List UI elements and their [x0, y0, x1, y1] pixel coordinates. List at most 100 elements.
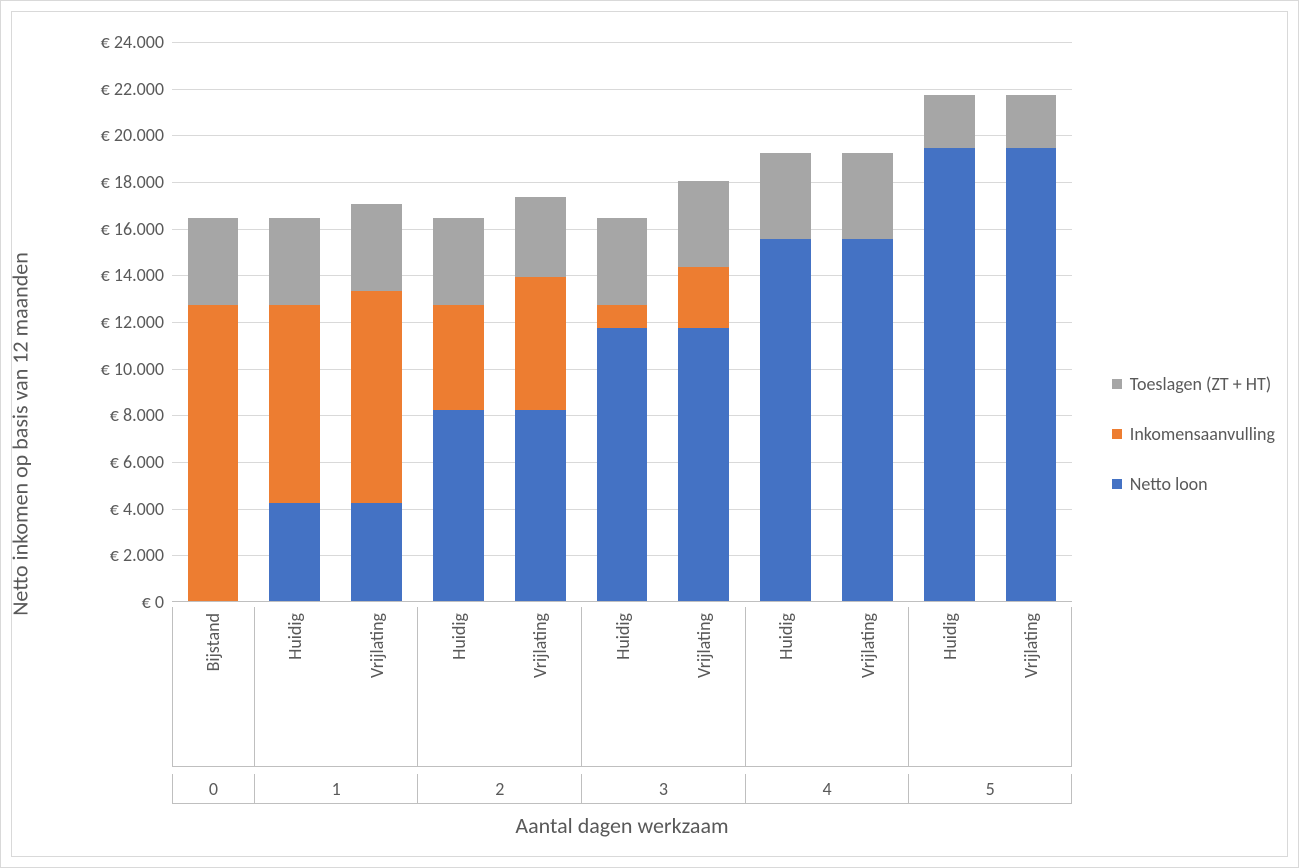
x-sub-label: Huidig: [448, 613, 470, 660]
y-tick-label: € 16.000: [101, 218, 164, 240]
bar-segment-netto_loon: [1006, 148, 1057, 601]
bar-segment-netto_loon: [842, 239, 893, 601]
x-sub-label: Huidig: [612, 613, 634, 660]
bar-stack: [188, 218, 239, 601]
x-group-label: 2: [418, 774, 581, 803]
x-sub-labels-row: Bijstand Huidig Vrijlating Huidig Vrijlating…: [172, 607, 1072, 767]
x-sub-cell: Huidig: [746, 607, 827, 766]
y-tick-label: € 0: [142, 591, 164, 613]
x-group-label: 0: [173, 774, 254, 803]
x-sub-label: Huidig: [939, 613, 961, 660]
x-group-label: 4: [746, 774, 909, 803]
legend-item: Netto loon: [1112, 473, 1275, 495]
bar-segment-toeslagen: [351, 204, 402, 290]
y-tick-label: € 20.000: [101, 124, 164, 146]
x-group-label: 3: [582, 774, 745, 803]
bar-stack: [515, 197, 566, 601]
bar-segment-inkomensaanvulling: [597, 305, 648, 328]
x-sub-cell: Vrijlating: [827, 607, 908, 766]
bar-segment-toeslagen: [924, 95, 975, 149]
x-sub-cell: Vrijlating: [336, 607, 417, 766]
bar-segment-toeslagen: [433, 218, 484, 304]
bar-segment-netto_loon: [760, 239, 811, 601]
legend: Toeslagen (ZT + HT) Inkomensaanvulling Net…: [1112, 373, 1275, 495]
bar-segment-toeslagen: [760, 153, 811, 239]
x-sub-cell: Vrijlating: [663, 607, 744, 766]
bar-segment-netto_loon: [433, 410, 484, 601]
bar-segment-netto_loon: [924, 148, 975, 601]
x-group-cell: 1: [254, 774, 418, 804]
x-axis-title: Aantal dagen werkzaam: [172, 812, 1072, 839]
bar-segment-toeslagen: [188, 218, 239, 304]
legend-swatch: [1112, 429, 1122, 439]
x-group-labels-row: 012345: [172, 774, 1072, 804]
chart-plot-border: Netto inkomen op basis van 12 maanden € …: [11, 11, 1288, 857]
plot-area: [172, 42, 1072, 602]
y-tick-label: € 18.000: [101, 171, 164, 193]
x-sub-label: Vrijlating: [857, 613, 879, 678]
x-group-cell: 0: [172, 774, 254, 804]
bar-stack: [351, 204, 402, 601]
x-group-label: 5: [909, 774, 1071, 803]
x-sub-group-cell: Bijstand: [172, 607, 254, 767]
x-sub-label: Huidig: [284, 613, 306, 660]
y-tick-label: € 6.000: [110, 451, 164, 473]
x-sub-cell: Vrijlating: [500, 607, 581, 766]
bar-segment-inkomensaanvulling: [433, 305, 484, 410]
x-sub-group-cell: Huidig Vrijlating: [581, 607, 745, 767]
y-tick-label: € 24.000: [101, 31, 164, 53]
x-sub-label: Vrijlating: [693, 613, 715, 678]
bars-layer: [172, 42, 1072, 601]
bar-segment-toeslagen: [842, 153, 893, 239]
bar-segment-inkomensaanvulling: [269, 305, 320, 503]
legend-swatch: [1112, 479, 1122, 489]
y-tick-label: € 4.000: [110, 498, 164, 520]
y-tick-label: € 14.000: [101, 264, 164, 286]
x-sub-cell: Vrijlating: [990, 607, 1071, 766]
bar-segment-netto_loon: [678, 328, 729, 601]
x-group-cell: 5: [908, 774, 1072, 804]
x-sub-group-cell: Huidig Vrijlating: [908, 607, 1072, 767]
legend-item: Toeslagen (ZT + HT): [1112, 373, 1275, 395]
x-sub-cell: Bijstand: [173, 607, 254, 766]
legend-swatch: [1112, 379, 1122, 389]
x-sub-label: Bijstand: [202, 613, 224, 671]
x-sub-cell: Huidig: [909, 607, 990, 766]
y-tick-label: € 8.000: [110, 404, 164, 426]
x-sub-group-cell: Huidig Vrijlating: [254, 607, 418, 767]
x-sub-cell: Huidig: [255, 607, 336, 766]
x-group-cell: 3: [581, 774, 745, 804]
x-sub-group-cell: Huidig Vrijlating: [745, 607, 909, 767]
legend-label: Toeslagen (ZT + HT): [1130, 373, 1271, 395]
bar-segment-toeslagen: [678, 181, 729, 267]
y-axis-title: Netto inkomen op basis van 12 maanden: [7, 252, 34, 616]
x-sub-group-cell: Huidig Vrijlating: [417, 607, 581, 767]
x-group-cell: 2: [417, 774, 581, 804]
bar-stack: [760, 153, 811, 601]
x-group-label: 1: [255, 774, 418, 803]
x-sub-label: Vrijlating: [366, 613, 388, 678]
x-sub-label: Vrijlating: [1020, 613, 1042, 678]
x-group-cell: 4: [745, 774, 909, 804]
bar-segment-netto_loon: [597, 328, 648, 601]
bar-segment-inkomensaanvulling: [351, 291, 402, 503]
bar-segment-inkomensaanvulling: [188, 305, 239, 601]
bar-stack: [433, 218, 484, 601]
x-sub-label: Vrijlating: [529, 613, 551, 678]
y-tick-label: € 12.000: [101, 311, 164, 333]
legend-label: Netto loon: [1130, 473, 1208, 495]
bar-segment-inkomensaanvulling: [678, 267, 729, 328]
bar-stack: [269, 218, 320, 601]
x-sub-cell: Huidig: [418, 607, 499, 766]
y-tick-label: € 22.000: [101, 78, 164, 100]
bar-segment-netto_loon: [515, 410, 566, 601]
bar-stack: [597, 218, 648, 601]
bar-segment-toeslagen: [1006, 95, 1057, 149]
bar-segment-netto_loon: [269, 503, 320, 601]
bar-segment-toeslagen: [597, 218, 648, 304]
x-sub-label: Huidig: [775, 613, 797, 660]
legend-label: Inkomensaanvulling: [1130, 423, 1275, 445]
bar-stack: [678, 181, 729, 601]
bar-stack: [842, 153, 893, 601]
y-axis-ticks: € 0€ 2.000€ 4.000€ 6.000€ 8.000€ 10.000€…: [82, 42, 172, 602]
